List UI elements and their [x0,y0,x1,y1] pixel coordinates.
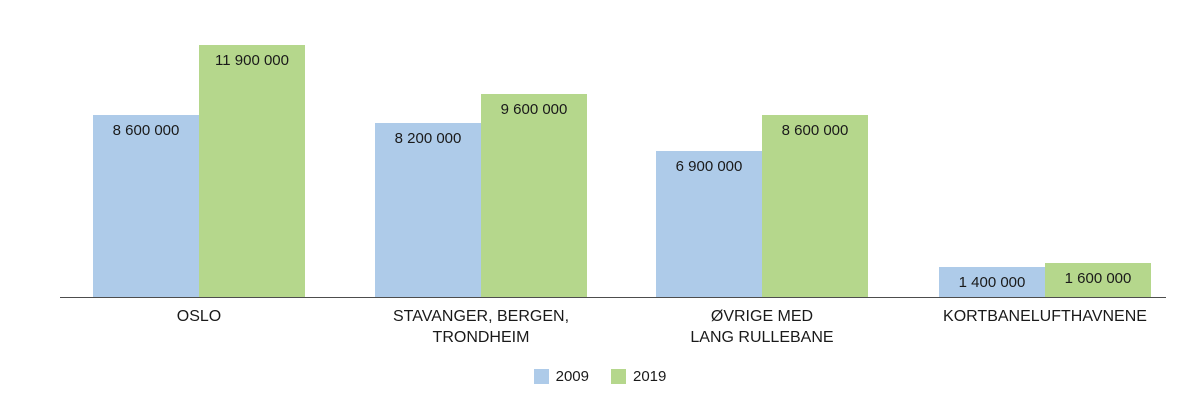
legend-swatch-icon [533,369,549,384]
legend-swatch-icon [611,369,626,384]
bar-2019: 11 900 000 [199,45,305,297]
bar-value-label: 11 900 000 [215,52,289,69]
legend-item-2009: 2009 [533,368,589,385]
bar-value-label: 1 400 000 [958,274,1026,291]
bar-group: 6 900 000 8 600 000 [656,115,868,297]
category-label: KORTBANELUFTHAVNENE [943,308,1147,325]
bar-value-label: 6 900 000 [675,158,743,175]
bar-group: 8 600 000 11 900 000 [93,45,305,297]
legend-label: 2009 [555,368,589,385]
category-label: STAVANGER, BERGEN, TRONDHEIM [392,308,570,346]
bar-group: 1 400 000 1 600 000 [939,263,1151,297]
legend-item-2019: 2019 [611,368,666,385]
bar-2009: 8 200 000 [375,123,481,297]
bar-2009: 6 900 000 [656,151,762,297]
bar-value-label: 9 600 000 [500,101,568,118]
category-label: OSLO [176,308,222,325]
x-axis-line [60,297,1166,298]
category-label: ØVRIGE MED LANG RULLEBANE [690,308,834,346]
bar-2019: 1 600 000 [1045,263,1151,297]
bar-group: 8 200 000 9 600 000 [375,94,587,297]
chart-legend: 2009 2019 [0,368,1200,385]
bar-2019: 8 600 000 [762,115,868,297]
legend-label: 2019 [633,368,667,385]
bar-2009: 8 600 000 [93,115,199,297]
bar-2009: 1 400 000 [939,267,1045,297]
bar-2019: 9 600 000 [481,94,587,297]
bar-value-label: 1 600 000 [1064,270,1132,287]
bar-value-label: 8 600 000 [781,122,849,139]
bar-value-label: 8 600 000 [112,122,180,139]
bar-value-label: 8 200 000 [394,130,462,147]
